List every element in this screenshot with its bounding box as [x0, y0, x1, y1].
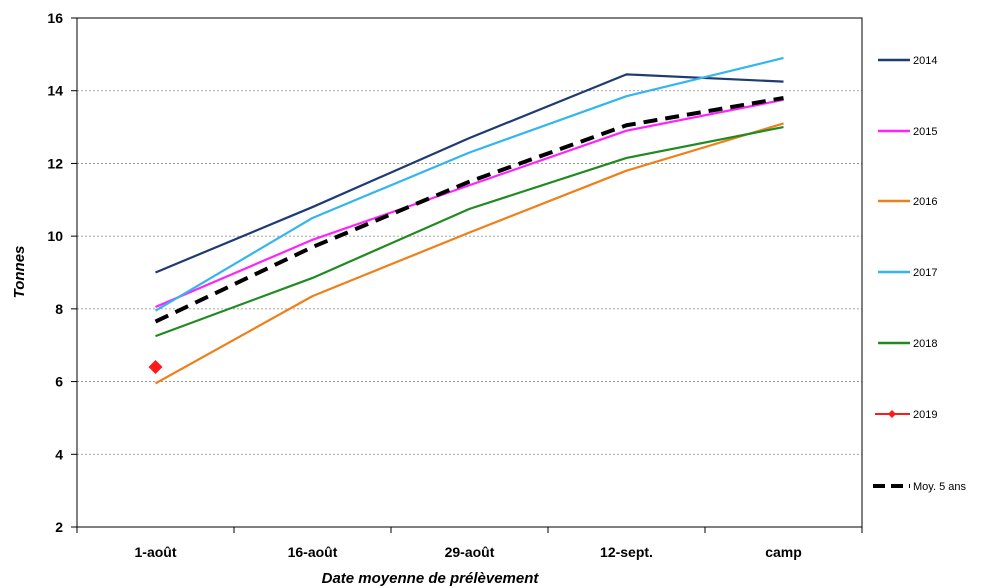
legend-label: 2015	[913, 126, 937, 138]
x-tick-labels: 1-août 16-août 29-août 12-sept. camp	[135, 544, 802, 560]
legend: 2014 2015 2016 2017 2018 2019 Moy. 5 ans	[873, 55, 966, 493]
legend-entry: 2015	[878, 126, 937, 138]
y-axis-title: Tonnes	[11, 246, 28, 299]
x-tick-label: 1-août	[135, 544, 177, 560]
series-line-2016	[154, 122, 784, 385]
legend-marker	[888, 410, 896, 418]
x-tick-label: 12-sept.	[600, 544, 653, 560]
x-tick-label: 16-août	[288, 544, 338, 560]
legend-entry: 2019	[875, 409, 937, 421]
legend-label: 2019	[913, 409, 937, 421]
y-tick-labels: 2 4 6 8 10 12 14 16	[47, 10, 63, 535]
data-point-2019	[148, 360, 163, 375]
y-tick-label: 4	[55, 446, 63, 462]
legend-entry: 2018	[878, 338, 937, 350]
legend-label: 2017	[913, 267, 937, 279]
legend-entry: 2016	[878, 196, 937, 208]
legend-entry: 2014	[878, 55, 937, 67]
legend-label: 2016	[913, 196, 937, 208]
gridlines	[77, 90, 862, 455]
data-series	[148, 56, 784, 385]
x-tick-label: camp	[765, 544, 802, 560]
y-tick-label: 2	[55, 519, 63, 535]
legend-label: 2014	[913, 55, 937, 67]
legend-entry: Moy. 5 ans	[873, 481, 966, 493]
y-tick-label: 16	[47, 10, 63, 26]
legend-label: 2018	[913, 338, 937, 350]
legend-label: Moy. 5 ans	[913, 481, 966, 493]
y-tick-label: 6	[55, 374, 63, 390]
series-line-2015	[155, 98, 784, 309]
axes	[71, 17, 863, 533]
x-tick-label: 29-août	[445, 544, 495, 560]
x-axis-title: Date moyenne de prélèvement	[322, 570, 540, 587]
series-line-2014	[155, 73, 784, 274]
y-tick-label: 14	[47, 83, 63, 99]
series-line-moy-5-ans	[154, 96, 784, 324]
series-line-2018	[155, 125, 784, 338]
y-tick-label: 8	[55, 301, 63, 317]
legend-entry: 2017	[878, 267, 937, 279]
plot-border	[76, 17, 863, 528]
y-tick-label: 10	[47, 228, 63, 244]
series-line-2017	[154, 56, 784, 312]
y-tick-label: 12	[47, 155, 63, 171]
